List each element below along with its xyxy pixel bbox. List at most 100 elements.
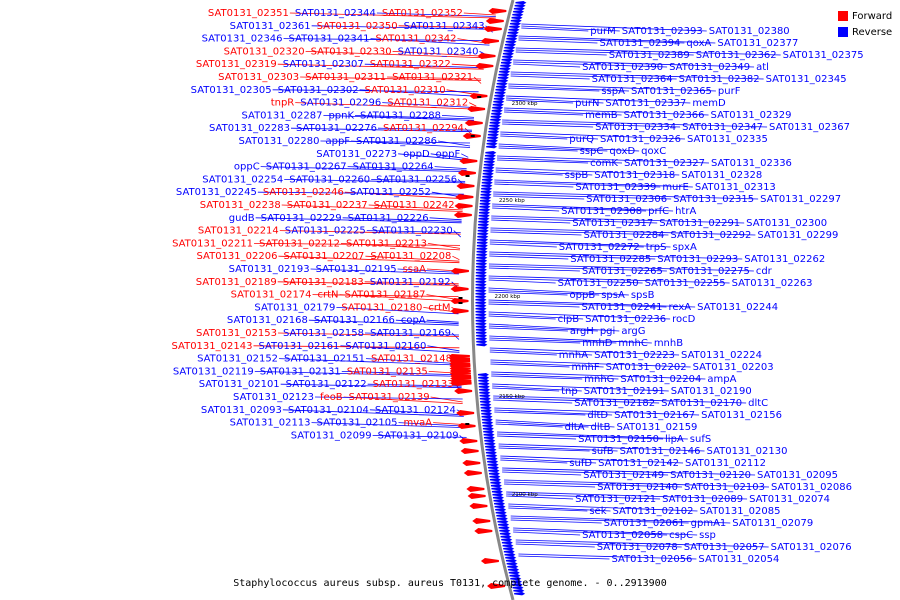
gene-label-right: SAT0131_02095 (757, 470, 838, 481)
gene-label-right: qoxA (686, 38, 711, 49)
connector-right (489, 255, 569, 260)
gene-label-right: SAT0131_02103 (684, 482, 765, 493)
gene-label-left: SAT0131_02152 (197, 354, 278, 365)
connector-right (521, 23, 707, 32)
connector-right (497, 157, 623, 164)
gene-label-left: crtM (428, 302, 450, 313)
gene-label-left: SAT0131_02135 (347, 366, 428, 377)
connector-right (488, 311, 671, 320)
gene-label-left: SAT0131_02192 (370, 277, 451, 288)
gene-label-right: SAT0131_02142 (598, 458, 679, 469)
gene-label-left: SAT0131_02242 (374, 200, 455, 211)
connector-right (500, 131, 685, 140)
gene-label-left: SAT0131_02330 (311, 46, 392, 57)
gene-label-left: SAT0131_02229 (261, 213, 342, 224)
connector-right (488, 291, 568, 296)
reverse-gene (485, 448, 497, 452)
connector-left (366, 230, 461, 233)
gene-label-left: tnpR (271, 98, 295, 109)
reverse-gene (495, 88, 507, 92)
legend-item-reverse: Reverse (838, 24, 898, 40)
reverse-gene (477, 241, 489, 245)
gene-label-left: SAT0131_02322 (370, 59, 451, 70)
gene-label-right: SAT0131_02202 (606, 362, 687, 373)
reverse-gene (494, 502, 506, 506)
reverse-gene (489, 121, 501, 125)
reverse-gene (487, 139, 499, 143)
gene-label-right: SAT0131_02054 (698, 554, 779, 565)
gene-label-left: SAT0131_02113 (230, 418, 311, 429)
reverse-gene (501, 541, 513, 545)
reverse-gene (482, 178, 494, 182)
connector-right (491, 215, 745, 224)
connector-left (342, 217, 462, 222)
connector-right (495, 171, 563, 176)
reverse-gene (483, 166, 495, 170)
connector-right (521, 27, 589, 32)
gene-label-right: SAT0131_02389 (609, 50, 690, 61)
gene-label-left: SAT0131_02211 (172, 238, 253, 249)
connector-right (502, 471, 582, 476)
connector-right (506, 493, 661, 500)
connector-right (508, 85, 629, 92)
forward-gene (450, 268, 469, 274)
gene-label-left: gudB (229, 213, 255, 224)
connector-right (513, 527, 698, 536)
gene-label-right: SAT0131_02336 (711, 158, 792, 169)
gene-label-right: SAT0131_02086 (771, 482, 852, 493)
gene-label-right: SAT0131_02291 (659, 218, 740, 229)
connector-left (387, 76, 482, 80)
gene-label-left: SAT0131_02225 (285, 226, 366, 237)
connector-right (510, 517, 689, 524)
connector-left (427, 345, 460, 352)
connector-right (491, 375, 583, 380)
connector-right (518, 37, 685, 44)
scale-label: 2200 kbp (495, 294, 521, 300)
gene-label-left: SAT0131_02312 (387, 98, 468, 109)
connector-right (502, 469, 669, 476)
gene-label-right: SAT0131_02345 (766, 74, 847, 85)
connector-right (489, 339, 581, 344)
reverse-gene (483, 436, 495, 440)
reverse-gene (490, 118, 502, 122)
connector-left (336, 307, 459, 315)
forward-gene (450, 298, 469, 304)
connector-right (493, 399, 573, 404)
reverse-gene (476, 337, 488, 341)
connector-right (513, 59, 755, 68)
reverse-gene (483, 430, 495, 434)
reverse-gene (504, 43, 516, 47)
gene-label-left: appF (325, 136, 350, 147)
connector-right (489, 241, 644, 248)
reverse-gene (480, 196, 492, 200)
connector-left (312, 294, 459, 297)
reverse-gene (510, 577, 522, 581)
reverse-gene (496, 82, 508, 86)
connector-right (515, 541, 682, 548)
gene-label-left: SAT0131_02343 (404, 21, 485, 32)
forward-gene (459, 158, 478, 164)
reverse-gene (494, 94, 506, 98)
gene-label-right: SAT0131_02362 (696, 50, 777, 61)
gene-label-left: SAT0131_02183 (283, 277, 364, 288)
reverse-gene (499, 529, 511, 533)
gene-label-right: SAT0131_02262 (744, 254, 825, 265)
connector-right (492, 207, 560, 212)
reverse-gene (480, 199, 491, 203)
reverse-gene (513, 589, 525, 593)
gene-label-left: SAT0131_02307 (283, 59, 364, 70)
gene-label-right: SAT0131_02121 (575, 494, 656, 505)
connector-right (489, 347, 680, 356)
reverse-gene (479, 202, 491, 206)
connector-right (508, 505, 611, 512)
gene-label-right: SAT0131_02140 (597, 482, 678, 493)
gene-label-right: SAT0131_02377 (717, 38, 798, 49)
gene-label-right: spsA (601, 290, 625, 301)
reverse-gene (475, 304, 487, 308)
reverse-gene (480, 400, 492, 404)
gene-label-right: SAT0131_02149 (583, 470, 664, 481)
gene-label-right: murE (662, 182, 689, 193)
connector-left (283, 38, 490, 41)
rna-marker (458, 302, 463, 304)
